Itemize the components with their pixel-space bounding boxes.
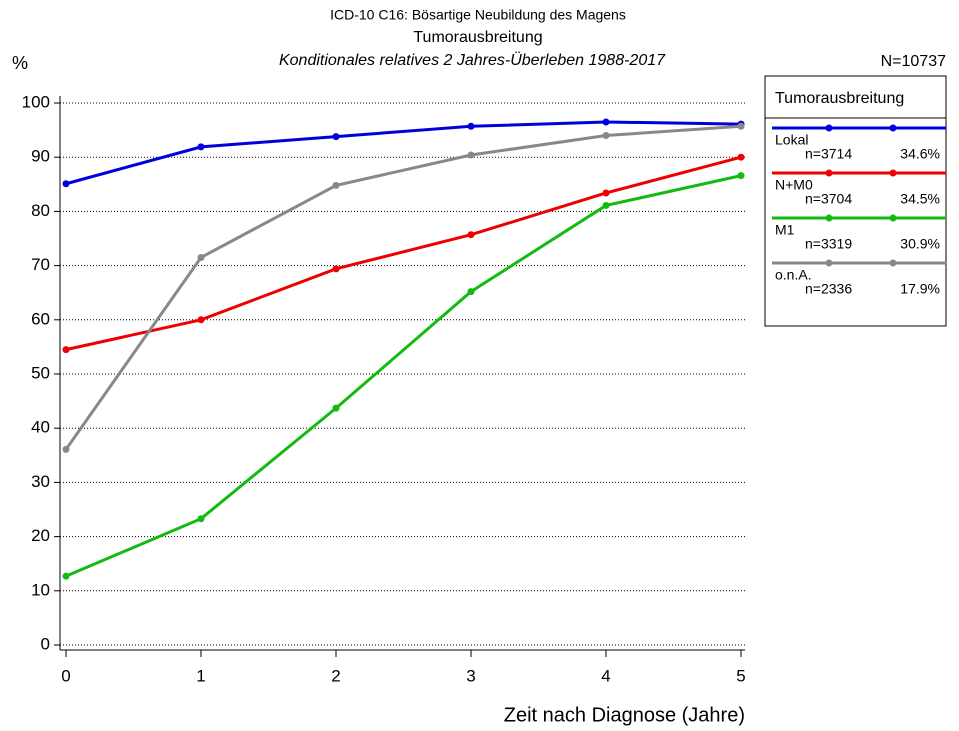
data-point	[62, 445, 70, 453]
data-point	[737, 172, 745, 180]
data-point	[197, 253, 205, 261]
total-n: N=10737	[881, 53, 946, 70]
data-point	[467, 288, 475, 296]
y-tick-label: 50	[31, 363, 50, 382]
subtitle: Konditionales relatives 2 Jahres-Überleb…	[279, 51, 666, 69]
legend-title: Tumorausbreitung	[775, 90, 904, 107]
y-tick-label: 40	[31, 418, 50, 437]
data-point	[197, 515, 205, 523]
legend-share: 17.9%	[900, 281, 940, 297]
legend-name: o.n.A.	[775, 267, 812, 283]
data-point	[467, 231, 475, 239]
data-point	[332, 404, 340, 412]
suptitle: ICD-10 C16: Bösartige Neubildung des Mag…	[330, 7, 626, 23]
legend-marker	[825, 169, 833, 177]
x-tick-label: 5	[736, 666, 745, 685]
data-point	[737, 122, 745, 130]
y-tick-label: 80	[31, 201, 50, 220]
y-tick-label: 90	[31, 147, 50, 166]
data-point	[467, 151, 475, 159]
data-point	[332, 265, 340, 273]
x-tick-label: 2	[331, 666, 340, 685]
legend-marker	[825, 214, 833, 222]
legend-marker	[825, 124, 833, 132]
x-tick-label: 0	[61, 666, 70, 685]
legend-marker	[825, 259, 833, 267]
legend-share: 34.6%	[900, 146, 940, 162]
data-point	[197, 316, 205, 324]
x-tick-label: 4	[601, 666, 610, 685]
data-point	[197, 143, 205, 151]
legend-n: n=3714	[805, 146, 852, 162]
legend-n: n=3319	[805, 236, 852, 252]
legend-share: 34.5%	[900, 191, 940, 207]
data-point	[737, 153, 745, 161]
y-axis-label: %	[12, 53, 28, 73]
series-line	[65, 174, 742, 578]
series-line	[64, 124, 742, 451]
legend-marker	[889, 124, 897, 132]
data-point	[467, 122, 475, 130]
data-point	[602, 132, 610, 140]
legend-marker	[889, 214, 897, 222]
legend-marker	[889, 259, 897, 267]
legend-n: n=2336	[805, 281, 852, 297]
series-line	[65, 155, 742, 352]
data-point	[62, 346, 70, 354]
y-tick-label: 20	[31, 526, 50, 545]
y-tick-label: 70	[31, 255, 50, 274]
legend-share: 30.9%	[900, 236, 940, 252]
x-tick-label: 1	[196, 666, 205, 685]
legend-name: M1	[775, 222, 795, 238]
chart-title: Tumorausbreitung	[413, 29, 542, 46]
y-tick-label: 0	[41, 634, 50, 653]
legend-name: Lokal	[775, 132, 808, 148]
legend-marker	[889, 169, 897, 177]
data-point	[332, 181, 340, 189]
legend-box	[764, 75, 947, 327]
y-tick-label: 60	[31, 309, 50, 328]
legend-name: N+M0	[775, 177, 813, 193]
series-line	[65, 120, 742, 186]
y-tick-label: 10	[31, 580, 50, 599]
data-point	[602, 201, 610, 209]
y-tick-label: 30	[31, 472, 50, 491]
data-point	[602, 118, 610, 126]
x-axis-label: Zeit nach Diagnose (Jahre)	[504, 704, 745, 726]
data-point	[332, 133, 340, 141]
data-point	[62, 180, 70, 188]
y-tick-label: 100	[22, 92, 50, 111]
x-tick-label: 3	[466, 666, 475, 685]
data-point	[62, 572, 70, 580]
data-point	[602, 189, 610, 197]
legend-n: n=3704	[805, 191, 852, 207]
